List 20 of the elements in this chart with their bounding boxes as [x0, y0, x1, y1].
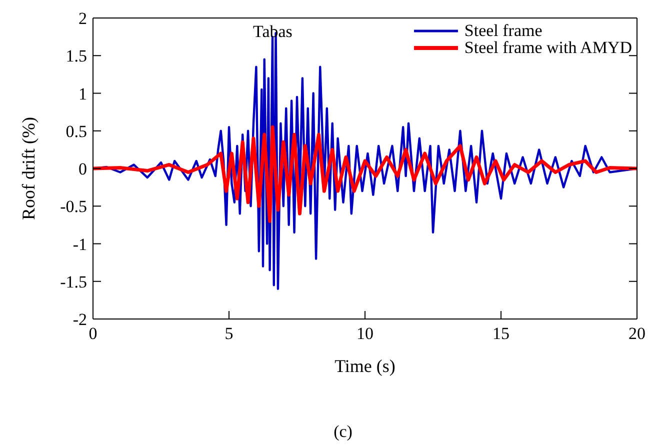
y-tick-label: 1 — [78, 84, 87, 104]
y-tick-label: 0 — [78, 160, 87, 179]
y-tick-label: 0.5 — [66, 122, 87, 141]
legend-label: Steel frame with AMYD — [464, 38, 632, 57]
text: (c) — [332, 422, 354, 442]
y-tick-label: -0.5 — [60, 197, 87, 216]
x-tick-label: 15 — [492, 324, 510, 344]
annotation: Tabas — [253, 22, 292, 42]
y-tick-label: 1.5 — [66, 46, 87, 66]
y-tick-label: -1 — [72, 234, 87, 254]
x-tick-label: 5 — [224, 324, 234, 344]
line-series — [93, 125, 637, 223]
y-tick-label: -1.5 — [60, 272, 87, 292]
x-tick-label: 10 — [356, 324, 374, 344]
legend-label: Steel frame — [464, 21, 542, 40]
y-tick-label: 2 — [78, 9, 87, 28]
y-axis-title: Roof drift (%) — [18, 117, 38, 220]
x-axis-title: Time (s) — [334, 356, 396, 376]
x-tick-label: 20 — [628, 324, 646, 344]
y-tick-label: -2 — [72, 310, 87, 330]
